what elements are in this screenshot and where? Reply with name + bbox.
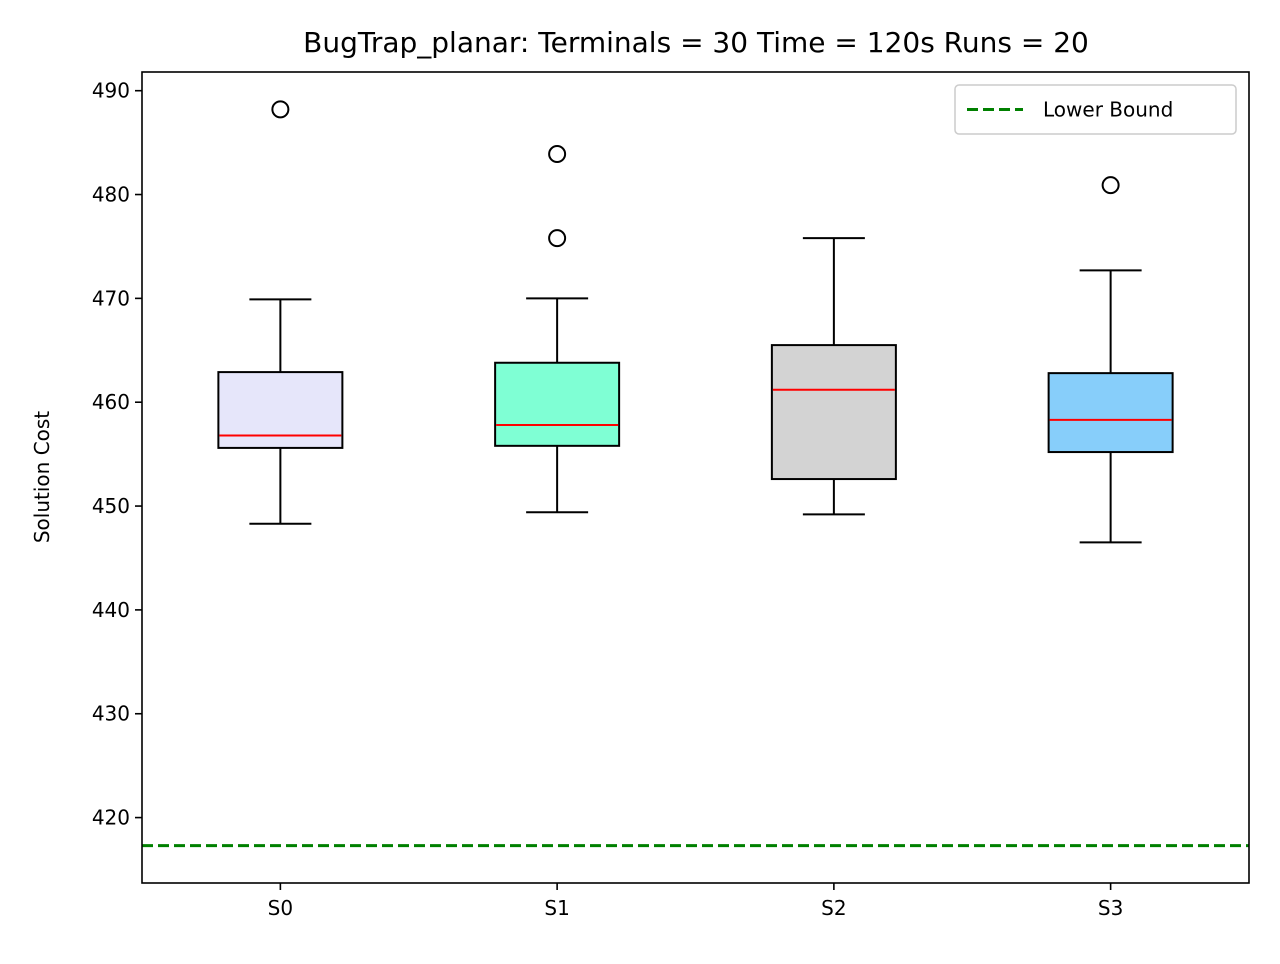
y-tick-label: 460 [92,390,130,414]
plot-area: 420 430 440 450 460 470 480 490 S0 S1 S2 S3 Lower Bo… [92,71,1250,920]
plot-frame [141,71,1250,884]
outlier-point [1101,176,1120,195]
y-tick-label: 450 [92,494,130,518]
outlier-point [271,100,290,119]
y-tick-label: 430 [92,702,130,726]
box-s3 [1047,372,1174,454]
legend-label-lower-bound: Lower Bound [1043,98,1173,122]
box-s0 [217,371,344,449]
y-tick-label: 480 [92,183,130,207]
y-tick-label: 440 [92,598,130,622]
x-tick-label: S0 [268,896,293,920]
y-tick-label: 420 [92,806,130,830]
outlier-point [548,145,567,164]
x-tick-label: S3 [1098,896,1123,920]
chart-title: BugTrap_planar: Terminals = 30 Time = 12… [303,26,1089,59]
y-axis-label: Solution Cost [30,411,54,543]
x-tick-label: S2 [821,896,846,920]
y-tick-label: 490 [92,79,130,103]
x-tick-label: S1 [544,896,569,920]
y-tick-label: 470 [92,286,130,310]
box-s2 [770,344,897,481]
legend-box [954,84,1237,135]
outlier-point [548,229,567,248]
box-s1 [494,361,621,447]
